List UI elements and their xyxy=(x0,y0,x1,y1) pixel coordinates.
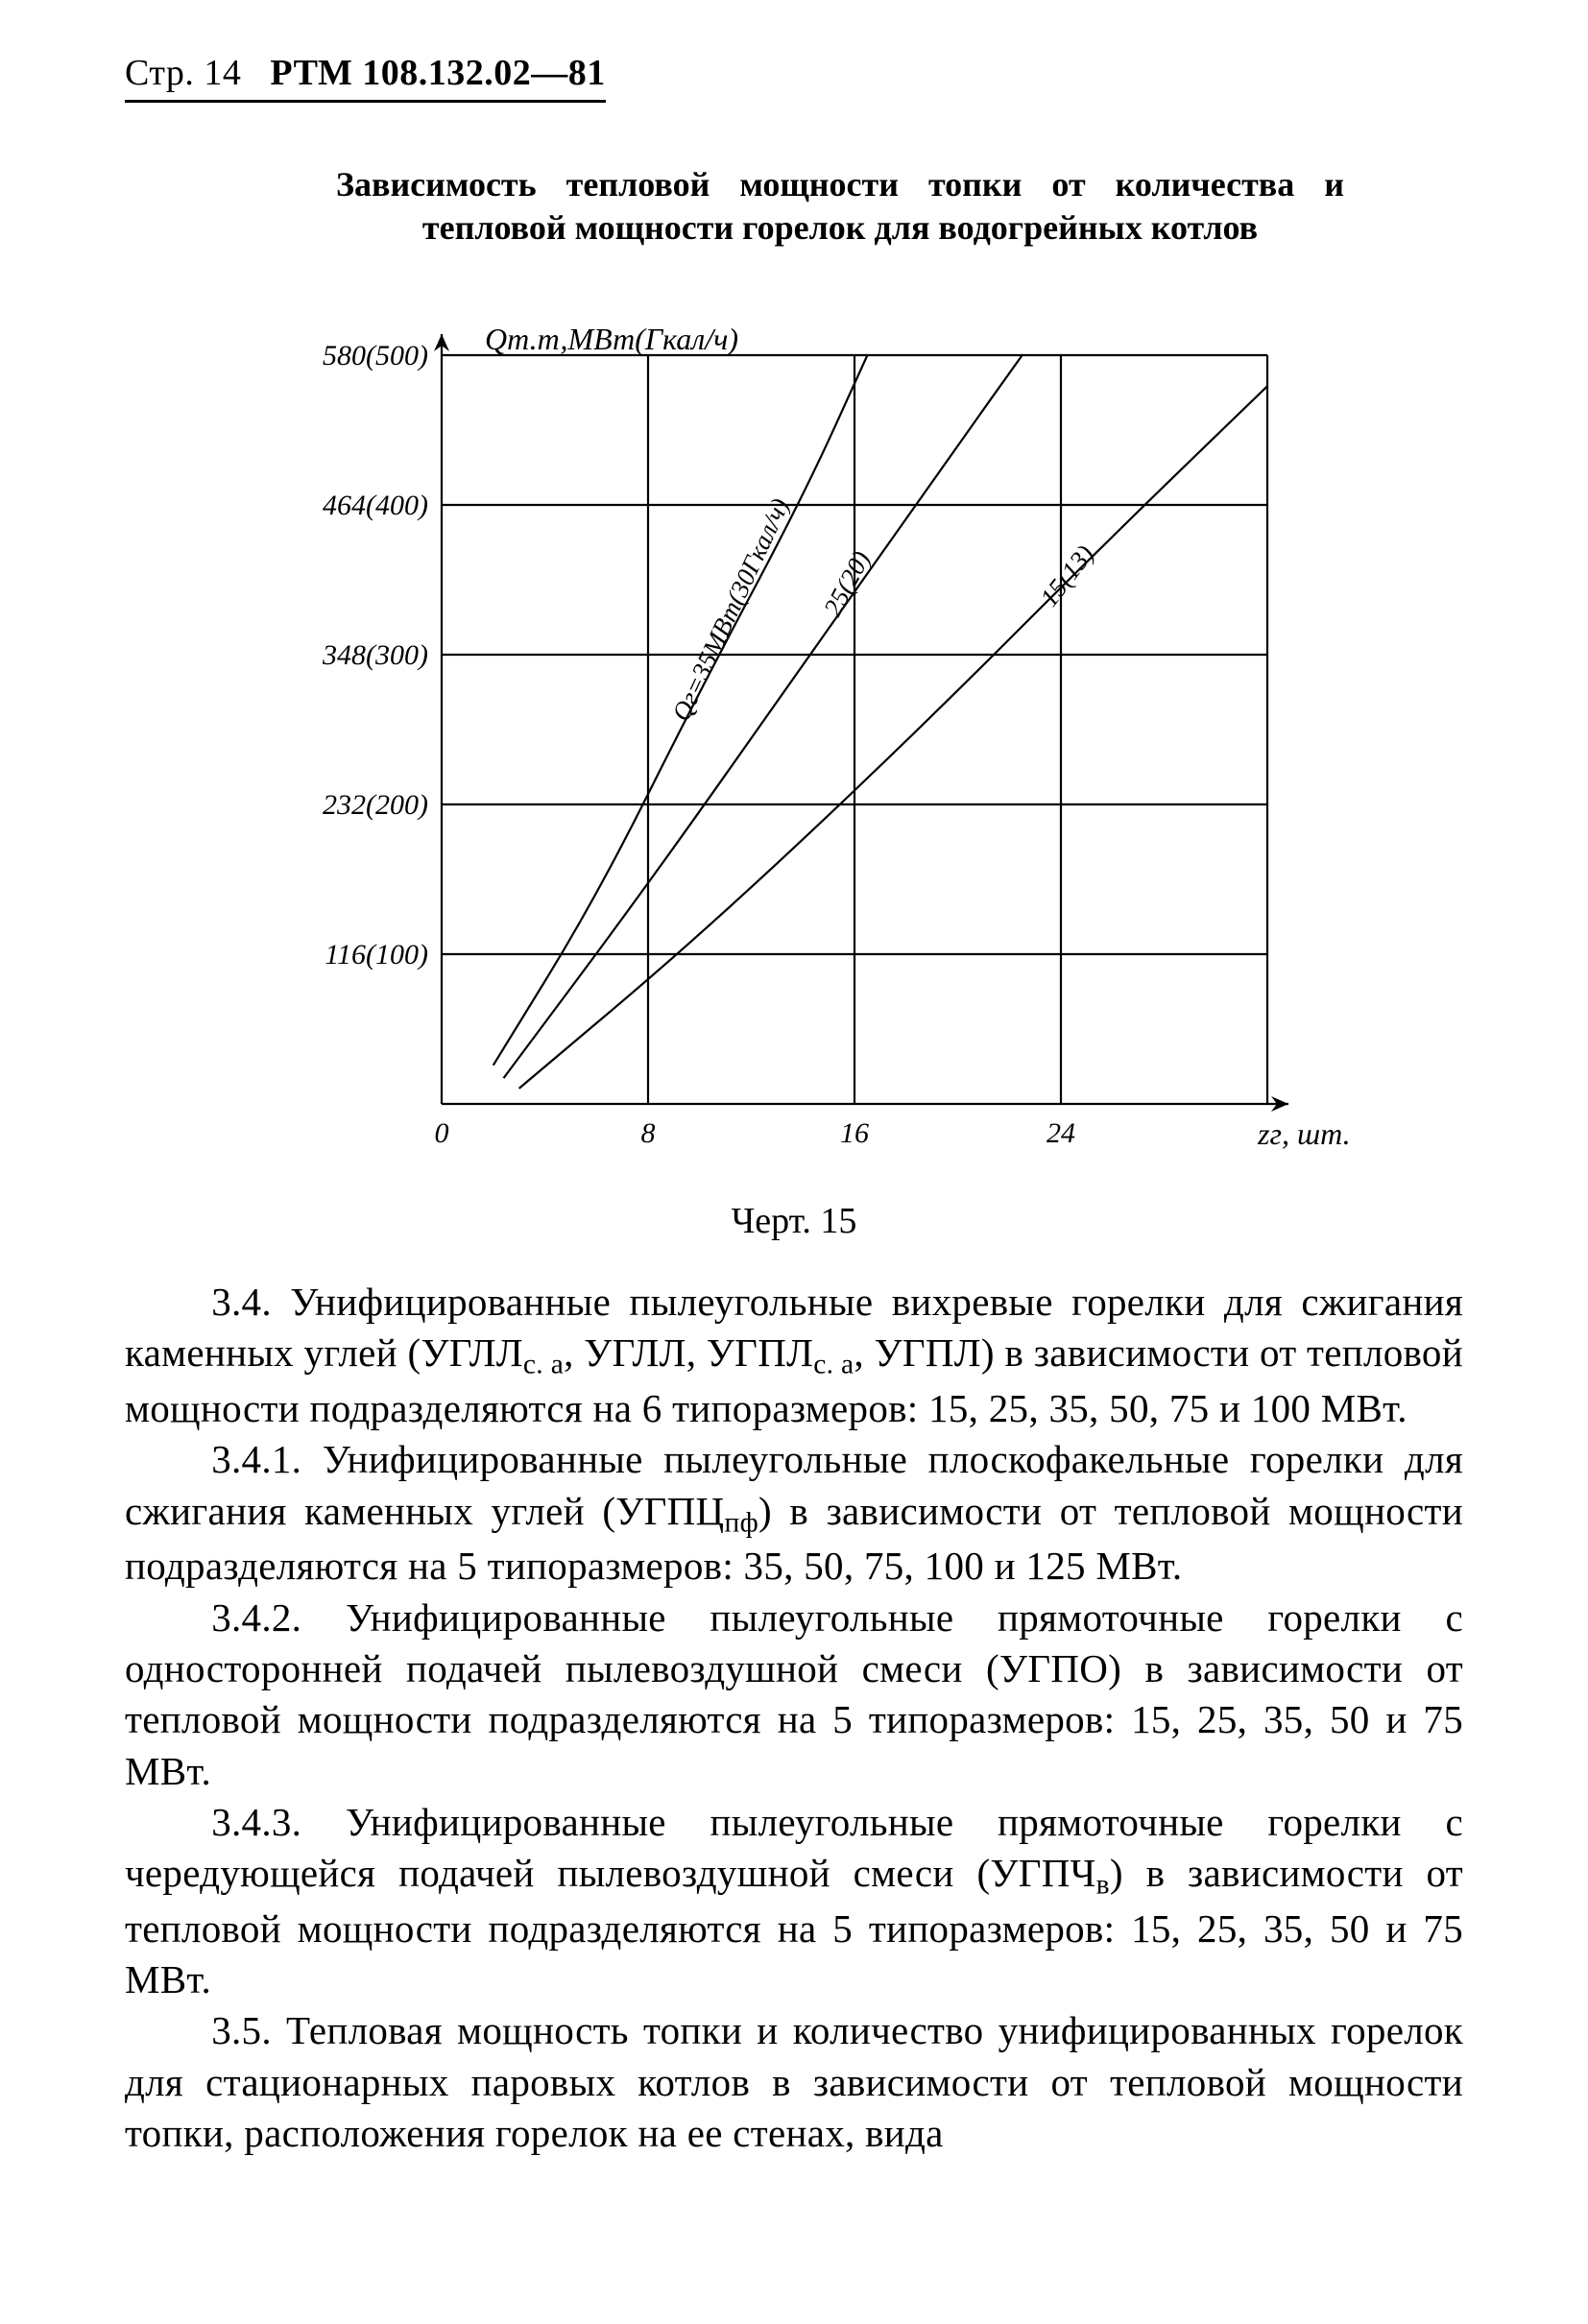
page: Стр. 14 РТМ 108.132.02—81 Зависимость те… xyxy=(0,0,1588,2324)
y-tick-label: 348(300) xyxy=(322,639,428,671)
series-line xyxy=(504,355,1023,1078)
y-tick-label: 580(500) xyxy=(323,340,428,371)
x-axis-label: zг, шт. xyxy=(1257,1116,1351,1151)
page-number: Стр. 14 xyxy=(125,53,241,93)
x-tick-label: 24 xyxy=(1047,1117,1075,1149)
x-tick-label: 16 xyxy=(840,1117,869,1149)
paragraph: 3.4.1. Унифицированные пылеугольные плос… xyxy=(125,1434,1463,1592)
y-tick-label: 232(200) xyxy=(323,789,428,821)
chart: 116(100) 232(200) 348(300) 464(400) 580(500)… xyxy=(125,307,1402,1181)
figure-title: Зависимость тепловой мощности топки от к… xyxy=(336,163,1344,250)
y-tick-label: 464(400) xyxy=(323,490,428,521)
series-label: Qг=35МВт(30Гкал/ч) xyxy=(666,494,795,726)
series-label: 25(20) xyxy=(818,546,876,621)
y-axis-label: Qт.т,МВт(Гкал/ч) xyxy=(485,322,738,356)
x-tick-label: 8 xyxy=(641,1117,656,1149)
y-tick-label: 116(100) xyxy=(325,939,428,970)
paragraph: 3.4.2. Унифицированные пылеугольные прям… xyxy=(125,1593,1463,1797)
paragraph: 3.5. Тепловая мощность топки и количеств… xyxy=(125,2005,1463,2159)
page-header: Стр. 14 РТМ 108.132.02—81 xyxy=(125,52,606,103)
paragraph: 3.4. Унифицированные пылеугольные вихрев… xyxy=(125,1277,1463,1434)
line-chart-svg: 116(100) 232(200) 348(300) 464(400) 580(500)… xyxy=(125,307,1402,1181)
series-line xyxy=(519,386,1267,1089)
doc-code: РТМ 108.132.02—81 xyxy=(270,53,605,93)
figure-caption: Черт. 15 xyxy=(0,1200,1588,1242)
paragraph: 3.4.3. Унифицированные пылеугольные прям… xyxy=(125,1797,1463,2006)
series-label: 15(13) xyxy=(1034,539,1099,611)
body-text: 3.4. Унифицированные пылеугольные вихрев… xyxy=(125,1277,1463,2159)
x-tick-label: 0 xyxy=(435,1117,449,1149)
